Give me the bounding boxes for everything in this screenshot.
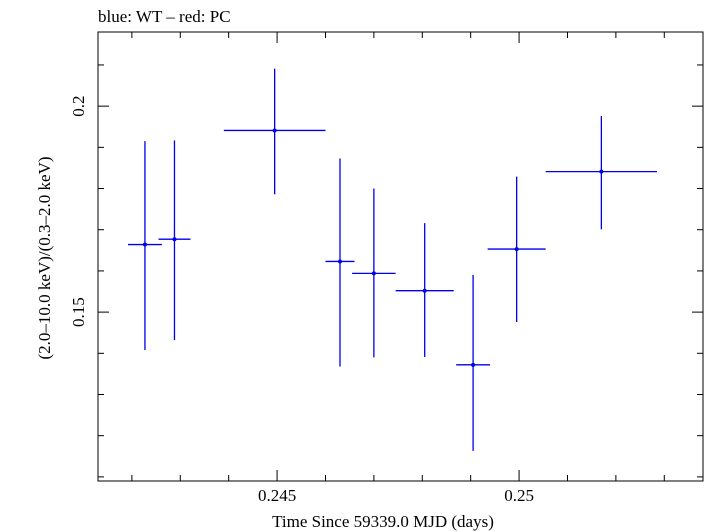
data-point	[128, 141, 162, 351]
y-tick-label: 0.2	[69, 96, 88, 117]
point-marker	[272, 128, 277, 133]
point-marker	[422, 288, 427, 293]
x-tick-label: 0.245	[258, 486, 296, 505]
point-marker	[514, 247, 519, 252]
x-tick-label: 0.25	[504, 486, 534, 505]
point-marker	[471, 362, 476, 367]
point-marker	[172, 237, 177, 242]
data-points	[128, 68, 658, 451]
chart-title: blue: WT – red: PC	[98, 7, 231, 26]
y-tick-label: 0.15	[69, 297, 88, 327]
data-point	[158, 140, 191, 341]
data-point	[395, 223, 454, 358]
data-point	[487, 176, 546, 322]
point-marker	[371, 271, 376, 276]
point-marker	[142, 242, 147, 247]
axis-ticks	[98, 32, 703, 481]
point-marker	[338, 259, 342, 264]
plot-frame	[97, 31, 704, 482]
data-point	[223, 68, 326, 195]
point-marker	[599, 169, 604, 174]
data-point	[456, 275, 491, 451]
axis-tick-labels: 0.245 0.25 0.15 0.2	[69, 96, 534, 505]
y-axis-label: (2.0–10.0 keV)/(0.3–2.0 keV)	[35, 156, 54, 359]
x-axis-label: Time Since 59339.0 MJD (days)	[272, 512, 494, 531]
data-point	[325, 158, 355, 367]
data-point	[545, 116, 658, 230]
data-point	[352, 188, 396, 358]
